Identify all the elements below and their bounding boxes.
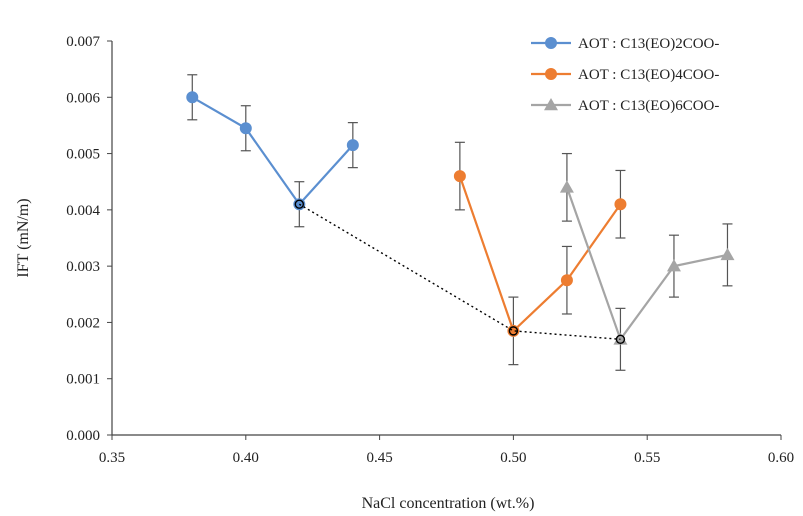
x-tick-label: 0.35 <box>99 450 125 466</box>
data-point <box>666 259 681 272</box>
y-tick-label: 0.000 <box>66 428 100 444</box>
data-point <box>346 139 359 152</box>
y-tick-labels: 0.000 0.001 0.002 0.003 0.004 0.005 0.006 0.007 <box>66 34 100 444</box>
data-point <box>545 68 557 80</box>
data-point <box>560 274 573 287</box>
x-tick-label: 0.55 <box>634 450 660 466</box>
x-tick-labels: 0.35 0.40 0.45 0.50 0.55 0.60 <box>99 450 794 466</box>
y-axis-title: IFT (mN/m) <box>15 198 32 277</box>
data-point <box>544 98 558 111</box>
series-line <box>298 203 621 341</box>
data-point <box>545 37 557 49</box>
legend-label: AOT : C13(EO)6COO- <box>578 98 719 114</box>
data-point <box>559 180 574 193</box>
data-point <box>720 247 735 261</box>
data-point <box>508 326 519 336</box>
y-tick-label: 0.002 <box>66 315 100 331</box>
data-point <box>615 334 626 345</box>
y-tick-label: 0.006 <box>66 90 100 106</box>
x-tick-label: 0.40 <box>233 450 259 466</box>
data-point <box>614 198 627 211</box>
legend-label: AOT : C13(EO)2COO- <box>578 36 719 52</box>
legend: AOT : C13(EO)2COO- AOT : C13(EO)4COO- AOT … <box>531 36 719 114</box>
data-point <box>186 91 199 104</box>
series-2 <box>559 152 735 371</box>
series-line <box>458 175 622 333</box>
x-tick-label: 0.45 <box>366 450 392 466</box>
x-axis-title: NaCl concentration (wt.%) <box>362 495 535 512</box>
y-tick-label: 0.003 <box>66 259 100 275</box>
y-tick-label: 0.007 <box>66 34 100 50</box>
x-tick-label: 0.60 <box>768 450 794 466</box>
y-tick-label: 0.004 <box>66 203 100 219</box>
axes <box>107 40 782 440</box>
series-line <box>191 96 354 206</box>
series-1 <box>453 141 627 366</box>
series-3 <box>294 199 626 345</box>
series-layer <box>186 74 735 371</box>
series-0 <box>186 74 359 228</box>
series-line <box>565 186 728 342</box>
data-point <box>294 199 305 209</box>
data-point <box>453 170 466 183</box>
x-tick-label: 0.50 <box>500 450 526 466</box>
y-tick-label: 0.005 <box>66 147 100 163</box>
y-tick-label: 0.001 <box>66 372 100 388</box>
legend-label: AOT : C13(EO)4COO- <box>578 67 719 83</box>
data-point <box>239 122 252 135</box>
